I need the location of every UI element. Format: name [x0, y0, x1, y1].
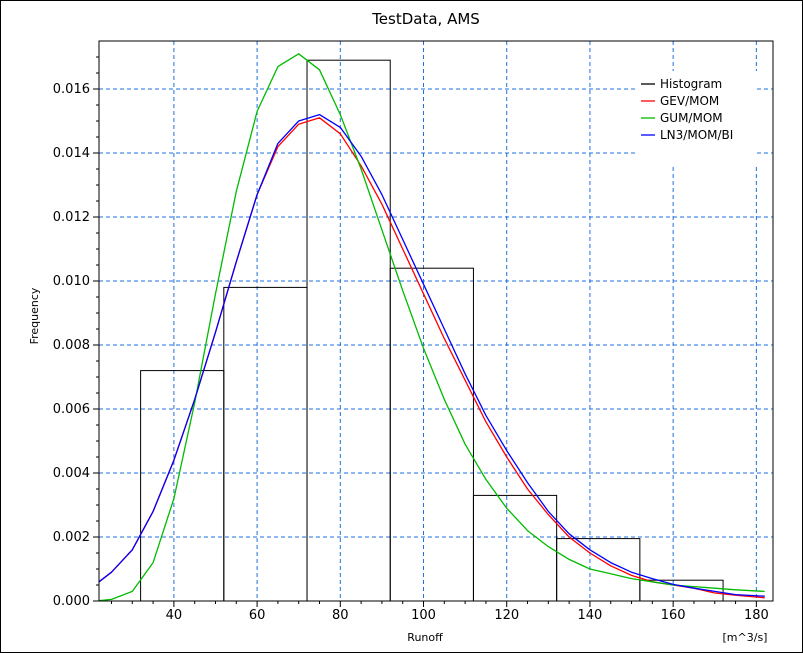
y-tick-label: 0.012 [53, 210, 90, 225]
x-tick-label: 40 [166, 608, 183, 623]
y-tick-label: 0.000 [53, 594, 90, 609]
x-tick-label: 100 [411, 608, 436, 623]
y-tick-label: 0.010 [53, 274, 90, 289]
histogram-bar [306, 59, 391, 602]
legend: Histogram GEV/MOM GUM/MOM LN3/MOM/BI [635, 71, 757, 166]
x-tick-label: 60 [249, 608, 266, 623]
curve-gev-mom [98, 117, 765, 599]
histogram-bar [472, 494, 558, 602]
histogram-bar [223, 286, 308, 602]
legend-label: LN3/MOM/BI [660, 128, 733, 142]
y-tick-label: 0.014 [53, 146, 90, 161]
grid [99, 41, 773, 601]
plot-border [98, 40, 774, 602]
x-tick-label: 120 [494, 608, 519, 623]
x-tick-label: 180 [744, 608, 769, 623]
legend-box [635, 71, 757, 166]
axes: 40 60 80 100 120 140 160 180 0.000 0.002 0.004 0.00… [53, 40, 774, 623]
curve-ln3-mom-bi [98, 113, 765, 597]
histogram-bars [140, 59, 724, 602]
y-tick-label: 0.004 [53, 466, 90, 481]
y-tick-label: 0.016 [53, 82, 90, 97]
legend-label: GEV/MOM [660, 94, 719, 108]
distribution-curves [98, 53, 765, 602]
x-tick-label: 160 [661, 608, 686, 623]
chart-title: TestData, AMS [371, 10, 480, 28]
curve-gum-mom [98, 53, 765, 602]
x-tick-label: 140 [578, 608, 603, 623]
y-tick-label: 0.006 [53, 402, 90, 417]
y-axis-label: Frequency [28, 287, 41, 344]
legend-label: Histogram [660, 77, 722, 91]
y-tick-label: 0.008 [53, 338, 90, 353]
legend-label: GUM/MOM [660, 111, 723, 125]
y-tick-label: 0.002 [53, 530, 90, 545]
x-tick-label: 80 [332, 608, 349, 623]
histogram-bar [140, 370, 225, 602]
x-axis-label: Runoff [407, 631, 443, 644]
x-axis-unit: [m^3/s] [723, 631, 768, 644]
